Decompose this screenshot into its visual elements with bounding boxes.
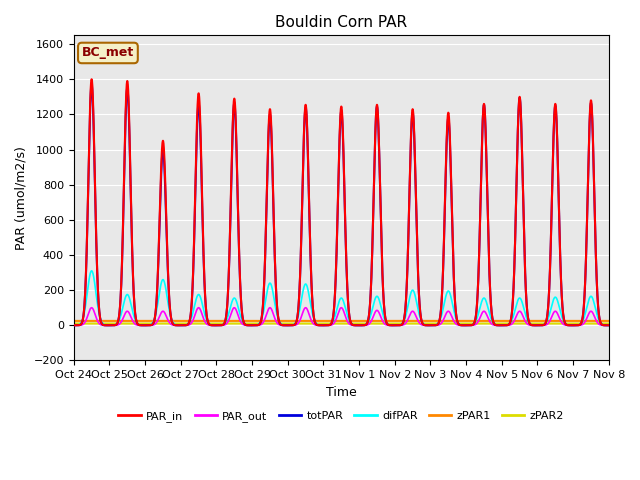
X-axis label: Time: Time [326, 386, 356, 399]
Y-axis label: PAR (umol/m2/s): PAR (umol/m2/s) [15, 146, 28, 250]
Title: Bouldin Corn PAR: Bouldin Corn PAR [275, 15, 407, 30]
Text: BC_met: BC_met [82, 47, 134, 60]
Legend: PAR_in, PAR_out, totPAR, difPAR, zPAR1, zPAR2: PAR_in, PAR_out, totPAR, difPAR, zPAR1, … [114, 407, 569, 426]
